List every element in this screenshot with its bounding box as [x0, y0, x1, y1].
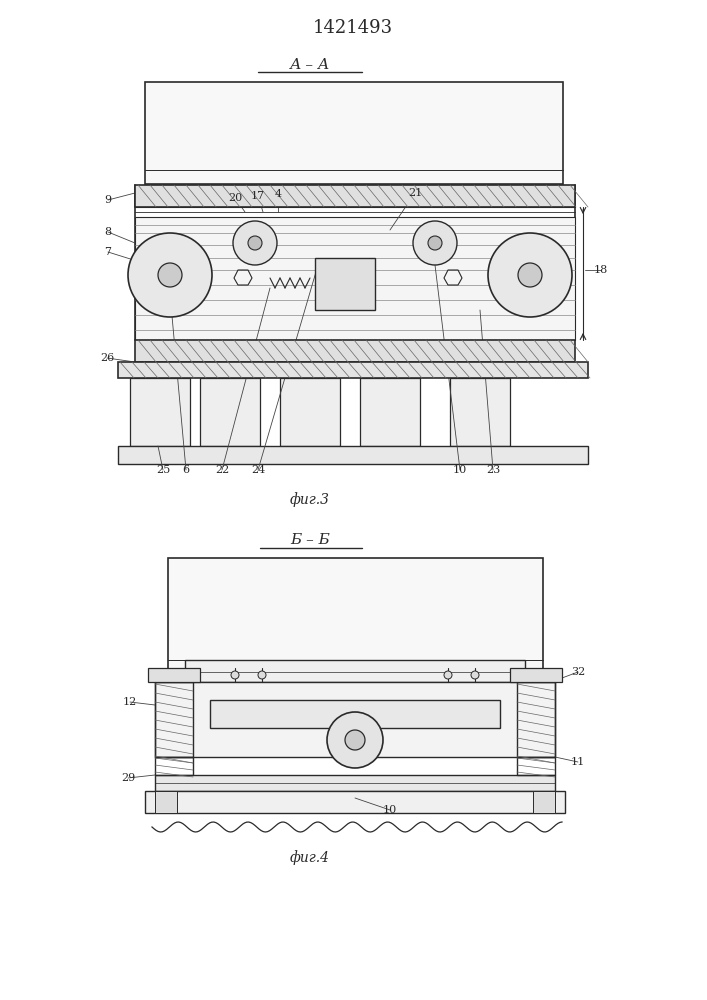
Circle shape: [158, 263, 182, 287]
Text: 21: 21: [408, 188, 422, 198]
Text: 11: 11: [571, 757, 585, 767]
Text: 22: 22: [215, 465, 229, 475]
Text: 4: 4: [274, 189, 281, 199]
Text: 6: 6: [182, 465, 189, 475]
Polygon shape: [210, 700, 500, 728]
Text: 8: 8: [105, 227, 112, 237]
Text: 10: 10: [453, 465, 467, 475]
Polygon shape: [118, 362, 588, 378]
Circle shape: [258, 671, 266, 679]
Circle shape: [471, 671, 479, 679]
Polygon shape: [145, 791, 565, 813]
Polygon shape: [315, 258, 375, 310]
Polygon shape: [155, 791, 177, 813]
Polygon shape: [200, 378, 260, 446]
Polygon shape: [185, 660, 525, 682]
Polygon shape: [135, 185, 575, 207]
Text: 10: 10: [383, 805, 397, 815]
Circle shape: [345, 730, 365, 750]
Text: Б – Б: Б – Б: [290, 533, 330, 547]
Circle shape: [518, 263, 542, 287]
Circle shape: [413, 221, 457, 265]
Text: 17: 17: [251, 191, 265, 201]
Polygon shape: [148, 668, 200, 682]
Text: 24: 24: [251, 465, 265, 475]
Text: 18: 18: [594, 265, 608, 275]
Polygon shape: [135, 340, 575, 362]
Circle shape: [327, 712, 383, 768]
Polygon shape: [155, 775, 555, 791]
Circle shape: [233, 221, 277, 265]
Text: А – А: А – А: [290, 58, 330, 72]
Circle shape: [444, 671, 452, 679]
Polygon shape: [118, 446, 588, 464]
Circle shape: [248, 236, 262, 250]
Polygon shape: [360, 378, 420, 446]
Polygon shape: [135, 217, 575, 340]
Polygon shape: [280, 378, 340, 446]
Text: 7: 7: [105, 247, 112, 257]
Polygon shape: [168, 558, 543, 678]
Text: фиг.4: фиг.4: [290, 851, 330, 865]
Text: 9: 9: [105, 195, 112, 205]
Text: 23: 23: [486, 465, 500, 475]
Polygon shape: [533, 791, 555, 813]
Polygon shape: [145, 82, 563, 184]
Text: 25: 25: [156, 465, 170, 475]
Text: 1421493: 1421493: [313, 19, 393, 37]
Circle shape: [231, 671, 239, 679]
Polygon shape: [450, 378, 510, 446]
Text: 26: 26: [100, 353, 114, 363]
Text: 29: 29: [121, 773, 135, 783]
Polygon shape: [155, 682, 555, 757]
Text: 12: 12: [123, 697, 137, 707]
Circle shape: [428, 236, 442, 250]
Text: фиг.3: фиг.3: [290, 493, 330, 507]
Polygon shape: [510, 668, 562, 682]
Circle shape: [128, 233, 212, 317]
Text: 32: 32: [571, 667, 585, 677]
Circle shape: [488, 233, 572, 317]
Polygon shape: [130, 378, 190, 446]
Text: 20: 20: [228, 193, 242, 203]
